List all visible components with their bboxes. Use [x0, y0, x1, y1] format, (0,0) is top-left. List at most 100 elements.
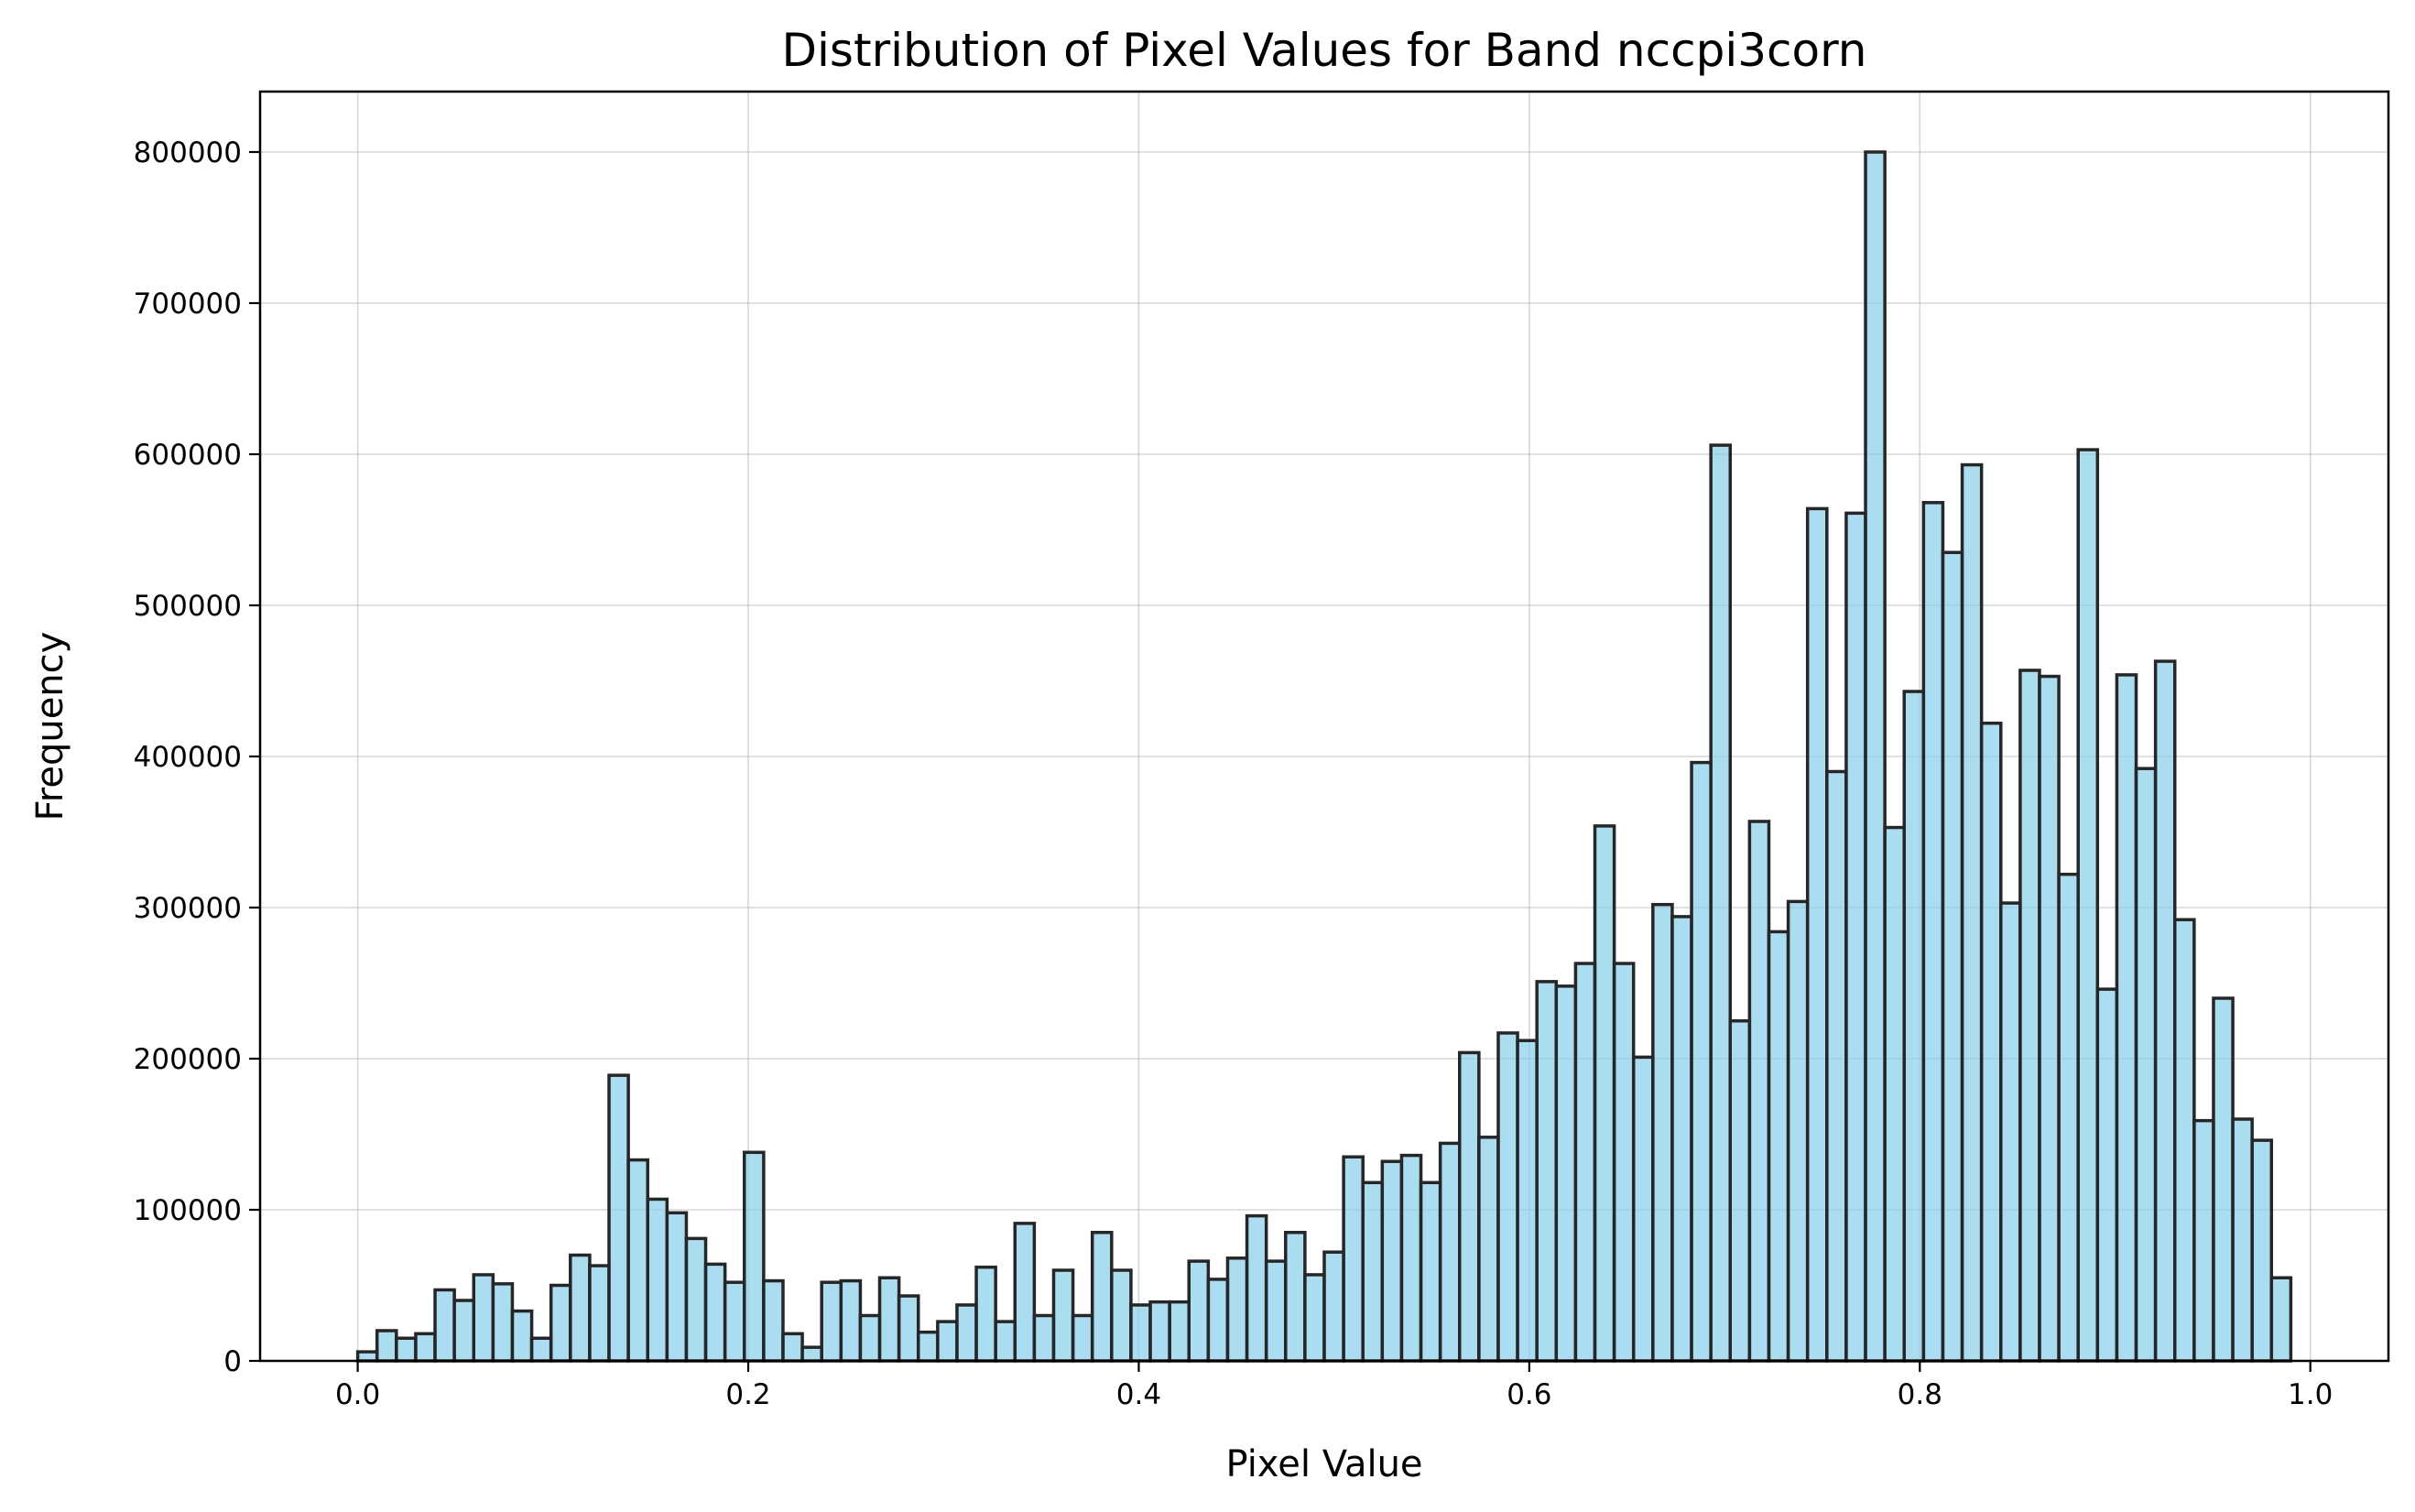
histogram-bar — [1013, 1222, 1037, 1363]
histogram-bar — [665, 1211, 689, 1363]
histogram-bar — [2057, 872, 2080, 1363]
histogram-bar — [529, 1336, 553, 1363]
histogram-bar — [703, 1262, 727, 1363]
y-axis-label: Frequency — [29, 632, 71, 821]
y-tick-label: 0 — [223, 1345, 242, 1378]
histogram-bar — [2231, 1117, 2254, 1363]
x-axis-label: Pixel Value — [1225, 1443, 1422, 1485]
histogram-bar — [2115, 673, 2138, 1363]
y-tick-label: 200000 — [134, 1043, 242, 1076]
histogram-bar — [1380, 1159, 1404, 1363]
histogram-bar — [569, 1253, 592, 1363]
histogram-bar — [1767, 930, 1790, 1363]
histogram-bar — [1670, 915, 1693, 1363]
histogram-bar — [1902, 690, 1926, 1363]
histogram-bar — [1032, 1313, 1056, 1363]
y-tick-label: 400000 — [134, 741, 242, 774]
histogram-bar — [877, 1276, 901, 1363]
histogram-bar — [1129, 1303, 1152, 1363]
histogram-bar — [994, 1320, 1017, 1363]
histogram-bars — [355, 150, 2293, 1363]
histogram-bar — [1187, 1259, 1211, 1363]
histogram-bar — [1786, 899, 1810, 1363]
histogram-bar — [1496, 1031, 1519, 1363]
histogram-bar — [1728, 1019, 1752, 1363]
histogram-bar — [433, 1288, 456, 1363]
histogram-bar — [1979, 721, 2003, 1363]
histogram-bar — [1342, 1155, 1365, 1363]
histogram-bar — [1960, 462, 1984, 1363]
histogram-bar — [414, 1332, 437, 1363]
x-tick-label: 0.2 — [725, 1378, 770, 1411]
histogram-bar — [955, 1303, 978, 1363]
histogram-bar — [1477, 1136, 1500, 1363]
histogram-bar — [472, 1273, 495, 1363]
histogram-bar — [1864, 150, 1887, 1363]
histogram-bar — [395, 1336, 418, 1363]
histogram-bar — [1573, 962, 1597, 1363]
plot-frame — [258, 90, 2390, 1363]
histogram-bar — [974, 1265, 997, 1363]
histogram-bar — [743, 1150, 766, 1363]
histogram-bar — [858, 1313, 882, 1363]
histogram-bar — [1438, 1141, 1462, 1363]
histogram-bar — [1883, 825, 1906, 1363]
chart-title: Distribution of Pixel Values for Band nc… — [782, 24, 1867, 77]
histogram-bar — [1805, 506, 1829, 1363]
histogram-bar — [2192, 1118, 2215, 1363]
x-tick-label: 1.0 — [2288, 1378, 2333, 1411]
histogram-bar — [1651, 902, 1674, 1363]
histogram-bar — [2018, 669, 2041, 1363]
x-tick-label: 0.6 — [1507, 1378, 1551, 1411]
histogram-bar — [646, 1197, 669, 1363]
histogram-bar — [2134, 767, 2158, 1363]
y-tick-label: 600000 — [134, 439, 242, 472]
histogram-bar — [684, 1236, 708, 1363]
histogram-bar — [1071, 1313, 1094, 1363]
y-tick-label: 300000 — [134, 892, 242, 925]
histogram-bar — [588, 1264, 611, 1363]
histogram-bar — [1593, 824, 1616, 1363]
histogram-bar — [2172, 918, 2196, 1363]
histogram-bar — [1148, 1300, 1171, 1363]
histogram-bar — [762, 1278, 785, 1363]
histogram-bar — [839, 1278, 863, 1363]
histogram-bar — [2038, 674, 2061, 1363]
histogram-bar — [1051, 1268, 1075, 1363]
histogram-bar — [897, 1294, 920, 1363]
y-tick-label: 100000 — [134, 1194, 242, 1227]
histogram-bar — [1844, 511, 1867, 1363]
histogram-bar — [1264, 1259, 1288, 1363]
histogram-bar — [1554, 984, 1578, 1363]
histogram-bar — [1303, 1273, 1326, 1363]
x-tick-label: 0.4 — [1116, 1378, 1161, 1411]
histogram-bar — [916, 1330, 940, 1363]
histogram-bar — [375, 1329, 398, 1363]
y-tick-label: 800000 — [134, 136, 242, 169]
histogram-bar — [1709, 443, 1733, 1363]
histogram-bar — [1535, 980, 1559, 1363]
histogram-bar — [1168, 1300, 1191, 1363]
histogram-bar — [1284, 1231, 1307, 1363]
histogram-bar — [1245, 1213, 1268, 1363]
histogram-bar — [549, 1283, 572, 1363]
histogram-bar — [1110, 1268, 1133, 1363]
histogram-bar — [1690, 760, 1713, 1363]
histogram-bar — [1999, 901, 2022, 1363]
histogram-bar — [2250, 1138, 2274, 1363]
histogram-bar — [1399, 1153, 1423, 1363]
histogram-bar — [491, 1282, 515, 1363]
histogram-bar — [2076, 448, 2100, 1363]
histogram-bar — [820, 1280, 843, 1363]
histogram-bar — [936, 1320, 959, 1363]
x-tick-label: 0.0 — [335, 1378, 380, 1411]
histogram-bar — [355, 1350, 379, 1363]
histogram-bar — [452, 1299, 476, 1363]
histogram-bar — [1612, 962, 1636, 1363]
histogram-bar — [1747, 820, 1771, 1363]
histogram-bar — [2095, 987, 2119, 1363]
y-tick-label: 500000 — [134, 590, 242, 623]
histogram-bar — [1921, 501, 1945, 1363]
histogram-bar — [2153, 659, 2177, 1363]
histogram-bar — [1090, 1231, 1114, 1363]
